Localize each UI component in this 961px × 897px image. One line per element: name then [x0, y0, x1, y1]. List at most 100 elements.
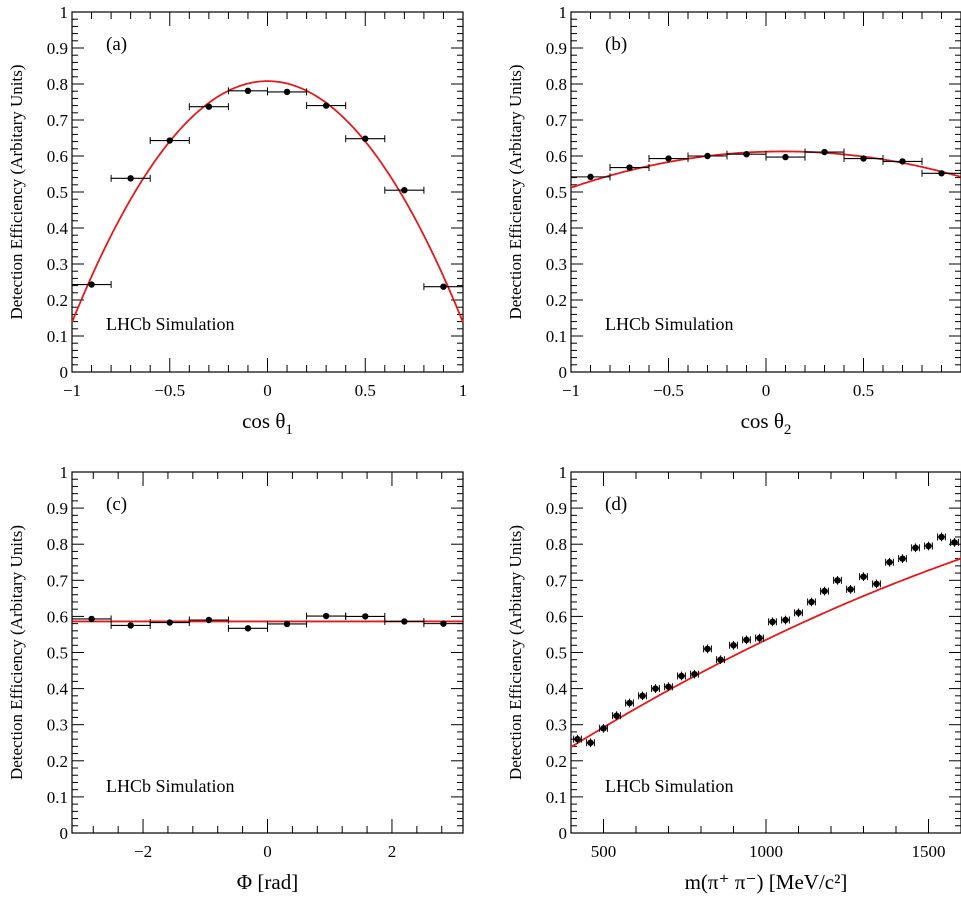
data-point [795, 609, 802, 616]
data-point [782, 153, 789, 161]
y-tick-label: 0.9 [546, 499, 567, 518]
x-tick-label: 0 [263, 842, 272, 861]
data-point [821, 587, 828, 595]
data-point [322, 612, 330, 620]
x-tick-label: −0.5 [653, 381, 684, 400]
x-axis-label-main: cos θ [242, 409, 285, 433]
annotation-lhcb-simulation: LHCb Simulation [605, 776, 734, 796]
data-point [127, 622, 134, 629]
y-tick-label: 0.2 [546, 752, 567, 771]
y-tick-label: 0.8 [47, 535, 68, 554]
data-point [691, 670, 698, 678]
data-point [769, 618, 776, 626]
y-tick-label: 0.6 [546, 607, 567, 626]
data-point [600, 725, 607, 732]
data-point [362, 613, 369, 620]
data-point [912, 544, 919, 552]
data-point [626, 699, 633, 707]
panel-label: (d) [605, 494, 627, 515]
data-point [574, 735, 581, 743]
y-tick-label: 0.8 [546, 75, 567, 94]
data-point [362, 135, 369, 142]
data-point [166, 137, 173, 144]
data-point [925, 542, 932, 550]
data-point [401, 187, 408, 194]
y-tick-label: 0.2 [546, 291, 567, 310]
annotation-lhcb-simulation: LHCb Simulation [605, 314, 734, 334]
x-axis-label: Φ [rad] [237, 870, 298, 894]
y-tick-label: 1 [60, 463, 69, 482]
y-tick-label: 0.4 [47, 219, 69, 238]
data-point [951, 539, 958, 546]
data-point [127, 175, 134, 182]
y-tick-label: 0.2 [47, 752, 68, 771]
y-tick-label: 0.7 [546, 571, 568, 590]
y-tick-label: 0.4 [546, 219, 568, 238]
data-point [401, 618, 408, 625]
y-tick-label: 0.6 [546, 147, 567, 166]
data-point [730, 642, 737, 649]
y-tick-label: 0.2 [47, 291, 68, 310]
y-tick-label: 0.9 [47, 39, 68, 58]
y-tick-label: 0.3 [546, 255, 567, 274]
x-tick-label: −2 [134, 842, 152, 861]
x-axis-label-subscript: 2 [784, 422, 792, 438]
panel-label: (c) [106, 494, 127, 515]
data-point [743, 151, 750, 158]
data-point [205, 103, 213, 110]
y-tick-label: 0.5 [546, 183, 567, 202]
y-tick-label: 0.1 [546, 788, 567, 807]
x-tick-label: −1 [562, 381, 580, 400]
y-tick-label: 0 [60, 824, 69, 843]
data-point [587, 173, 594, 181]
y-tick-label: 0.7 [546, 111, 568, 130]
data-point [860, 155, 867, 162]
chart-panel-2: 0 0.1 0.2 0.3 0.4 0.5 0.6 0.7 0.8 0.9 1 −1 −0.5 0 0.5 (… [506, 3, 961, 438]
y-tick-label: 0.6 [47, 607, 68, 626]
x-axis-label: cos θ2 [741, 409, 792, 438]
annotation-lhcb-simulation: LHCb Simulation [106, 776, 235, 796]
data-point [899, 158, 906, 165]
data-point [704, 645, 711, 653]
x-tick-label: −0.5 [154, 381, 185, 400]
data-point [756, 634, 763, 642]
panel-label: (a) [106, 34, 127, 55]
y-tick-label: 0.5 [47, 644, 68, 663]
y-tick-label: 0.9 [47, 499, 68, 518]
data-point [613, 712, 620, 719]
data-point [652, 685, 659, 692]
data-point [938, 533, 945, 541]
data-point [873, 580, 880, 588]
data-point [665, 155, 672, 162]
x-tick-label: 0.5 [853, 381, 874, 400]
y-tick-label: 0.9 [546, 39, 567, 58]
panel-label: (b) [605, 34, 627, 55]
y-axis-label: Detection Efficiency (Arbitary Units) [7, 64, 26, 319]
x-tick-label: 2 [388, 842, 397, 861]
y-tick-label: 0.5 [47, 183, 68, 202]
data-point [440, 620, 447, 627]
data-point [626, 164, 633, 171]
y-tick-label: 0.1 [47, 788, 68, 807]
data-point [717, 656, 724, 663]
y-tick-label: 1 [559, 463, 568, 482]
data-point [166, 619, 173, 626]
data-point [847, 586, 854, 593]
y-tick-label: 0.1 [546, 327, 567, 346]
data-point [834, 577, 841, 584]
x-tick-label: 0 [762, 381, 771, 400]
y-tick-label: 0.3 [546, 716, 567, 735]
data-point [587, 739, 594, 746]
x-tick-label: 1 [459, 381, 468, 400]
y-tick-label: 0.1 [47, 327, 68, 346]
data-point [88, 281, 95, 288]
x-tick-label: 0 [263, 381, 272, 400]
x-axis-label-main: cos θ [741, 409, 784, 433]
x-axis-label-main: m(π⁺ π⁻) [MeV/c²] [685, 870, 848, 894]
y-tick-label: 0.8 [546, 535, 567, 554]
fit-curve [570, 557, 961, 748]
data-point [639, 692, 646, 700]
y-tick-label: 0.5 [546, 644, 567, 663]
